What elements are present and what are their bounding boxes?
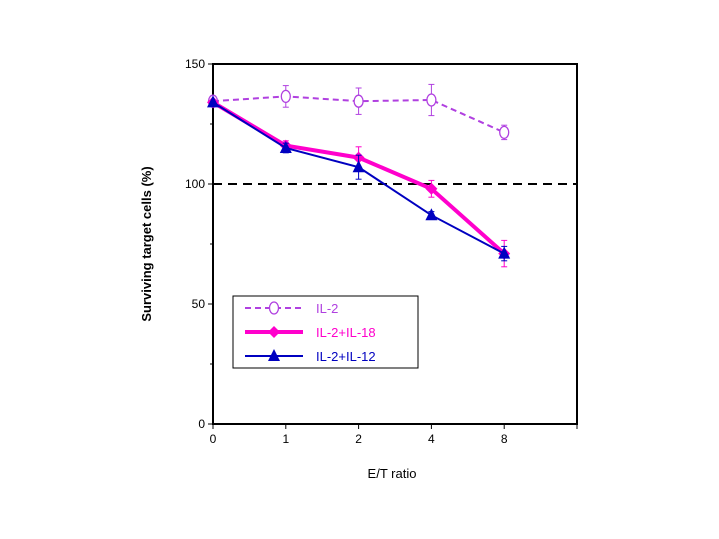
legend: IL-2 IL-2+IL-18 IL-2+IL-12 [232,295,419,369]
x-axis-label: E/T ratio [368,466,417,481]
plot-area [212,63,578,425]
data-point-circle [353,94,364,108]
x-tick-label: 1 [282,432,289,446]
x-tick-label: 2 [355,432,362,446]
data-point-triangle [268,349,280,361]
data-point-circle [426,93,437,107]
x-tick-label: 4 [428,432,435,446]
data-point-triangle [425,208,438,221]
x-tick-label: 0 [210,432,217,446]
legend-label: IL-2+IL-18 [316,325,376,340]
x-tick-label: 8 [501,432,508,446]
data-point-triangle [498,246,511,259]
data-point-triangle [352,160,365,173]
y-tick-label: 100 [185,177,205,191]
legend-label: IL-2+IL-12 [316,349,376,364]
legend-label: IL-2 [316,301,338,316]
data-point-triangle [279,141,292,153]
data-point-circle [268,301,280,315]
series-il-2-plus-il-12 [207,95,511,262]
y-tick-label: 50 [192,297,206,311]
y-axis-label: Surviving target cells (%) [139,166,154,321]
data-point-triangle [207,95,219,108]
data-point-circle [499,125,510,140]
data-point-diamond [268,326,280,338]
y-tick-label: 150 [185,57,205,71]
y-tick-label: 0 [198,417,205,431]
data-point-diamond [425,182,438,195]
data-point-circle [280,89,291,104]
